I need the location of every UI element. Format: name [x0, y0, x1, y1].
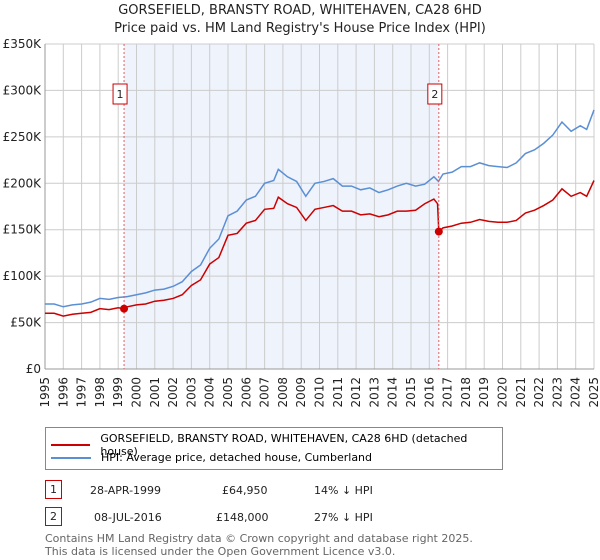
y-tick-label: £100K: [3, 269, 43, 283]
x-tick-label: 2008: [276, 377, 290, 408]
x-tick-label: 2025: [587, 377, 600, 408]
x-tick-label: 2003: [184, 377, 198, 408]
chart-subtitle: Price paid vs. HM Land Registry's House …: [114, 21, 486, 36]
transaction-number: 1: [45, 480, 62, 499]
x-tick-label: 2007: [258, 377, 272, 408]
y-tick-label: £300K: [3, 83, 43, 97]
x-tick-label: 2009: [294, 377, 308, 408]
x-tick-label: 2000: [130, 377, 144, 408]
legend-label: HPI: Average price, detached house, Cumb…: [101, 451, 373, 464]
legend: GORSEFIELD, BRANSTY ROAD, WHITEHAVEN, CA…: [45, 427, 503, 470]
shaded-ownership-period: [124, 44, 439, 369]
x-tick-label: 2021: [514, 377, 528, 408]
legend-item-hpi: HPI: Average price, detached house, Cumb…: [51, 451, 372, 464]
transaction-number: 2: [45, 507, 62, 526]
x-tick-label: 2011: [331, 377, 345, 408]
transaction-price: £148,000: [216, 511, 269, 524]
x-tick-label: 2014: [386, 377, 400, 408]
x-tick-label: 2016: [422, 377, 436, 408]
y-tick-label: £50K: [10, 316, 42, 330]
x-tick-label: 2004: [203, 377, 217, 408]
x-tick-label: 2006: [239, 377, 253, 408]
x-tick-label: 2020: [496, 377, 510, 408]
x-tick-label: 2017: [441, 377, 455, 408]
sale-label-box: [427, 83, 443, 105]
legend-item-price: GORSEFIELD, BRANSTY ROAD, WHITEHAVEN, CA…: [51, 432, 502, 458]
y-tick-label: £250K: [3, 130, 43, 144]
transaction-hpi: 27% ↓ HPI: [314, 511, 373, 524]
sale-label: 2: [431, 88, 438, 101]
sale-label: 1: [117, 88, 124, 101]
x-tick-label: 1998: [93, 377, 107, 408]
x-tick-label: 2001: [148, 377, 162, 408]
footer-text: Contains HM Land Registry data © Crown c…: [45, 532, 473, 558]
legend-swatch: [51, 444, 91, 446]
y-tick-label: £350K: [3, 37, 43, 51]
chart-title: GORSEFIELD, BRANSTY ROAD, WHITEHAVEN, CA…: [118, 3, 482, 18]
x-tick-label: 1999: [111, 377, 125, 408]
y-tick-label: £0: [26, 362, 41, 376]
transaction-date: 28-APR-1999: [90, 484, 162, 497]
x-tick-label: 2019: [477, 377, 491, 408]
x-tick-label: 2012: [349, 377, 363, 408]
legend-swatch: [51, 456, 91, 459]
x-tick-label: 1995: [38, 377, 52, 408]
x-tick-label: 1996: [56, 377, 70, 408]
transaction-date: 08-JUL-2016: [94, 511, 162, 524]
y-tick-label: £150K: [3, 223, 43, 237]
sale-label-box: [112, 83, 128, 105]
x-tick-label: 2002: [166, 377, 180, 408]
y-tick-label: £200K: [3, 176, 43, 190]
x-tick-label: 2018: [459, 377, 473, 408]
x-tick-label: 2015: [404, 377, 418, 408]
transaction-hpi: 14% ↓ HPI: [314, 484, 373, 497]
sale-point: [434, 227, 443, 236]
legend-label: GORSEFIELD, BRANSTY ROAD, WHITEHAVEN, CA…: [100, 432, 468, 458]
x-tick-label: 2005: [221, 377, 235, 408]
transaction-price: £64,950: [222, 484, 268, 497]
footer-line: This data is licensed under the Open Gov…: [45, 545, 396, 558]
x-tick-label: 2024: [569, 377, 583, 408]
footer-line: Contains HM Land Registry data © Crown c…: [45, 532, 473, 545]
hpi-line: [45, 109, 595, 308]
price-paid-line: [45, 180, 595, 317]
x-tick-label: 2023: [550, 377, 564, 408]
x-tick-label: 2013: [367, 377, 381, 408]
x-tick-label: 1997: [75, 377, 89, 408]
x-tick-label: 2010: [313, 377, 327, 408]
sale-point: [120, 304, 129, 313]
x-tick-label: 2022: [532, 377, 546, 408]
price-chart: £0 £50K £100K £150K £200K £250K £300K £350K 1995…: [3, 37, 600, 408]
